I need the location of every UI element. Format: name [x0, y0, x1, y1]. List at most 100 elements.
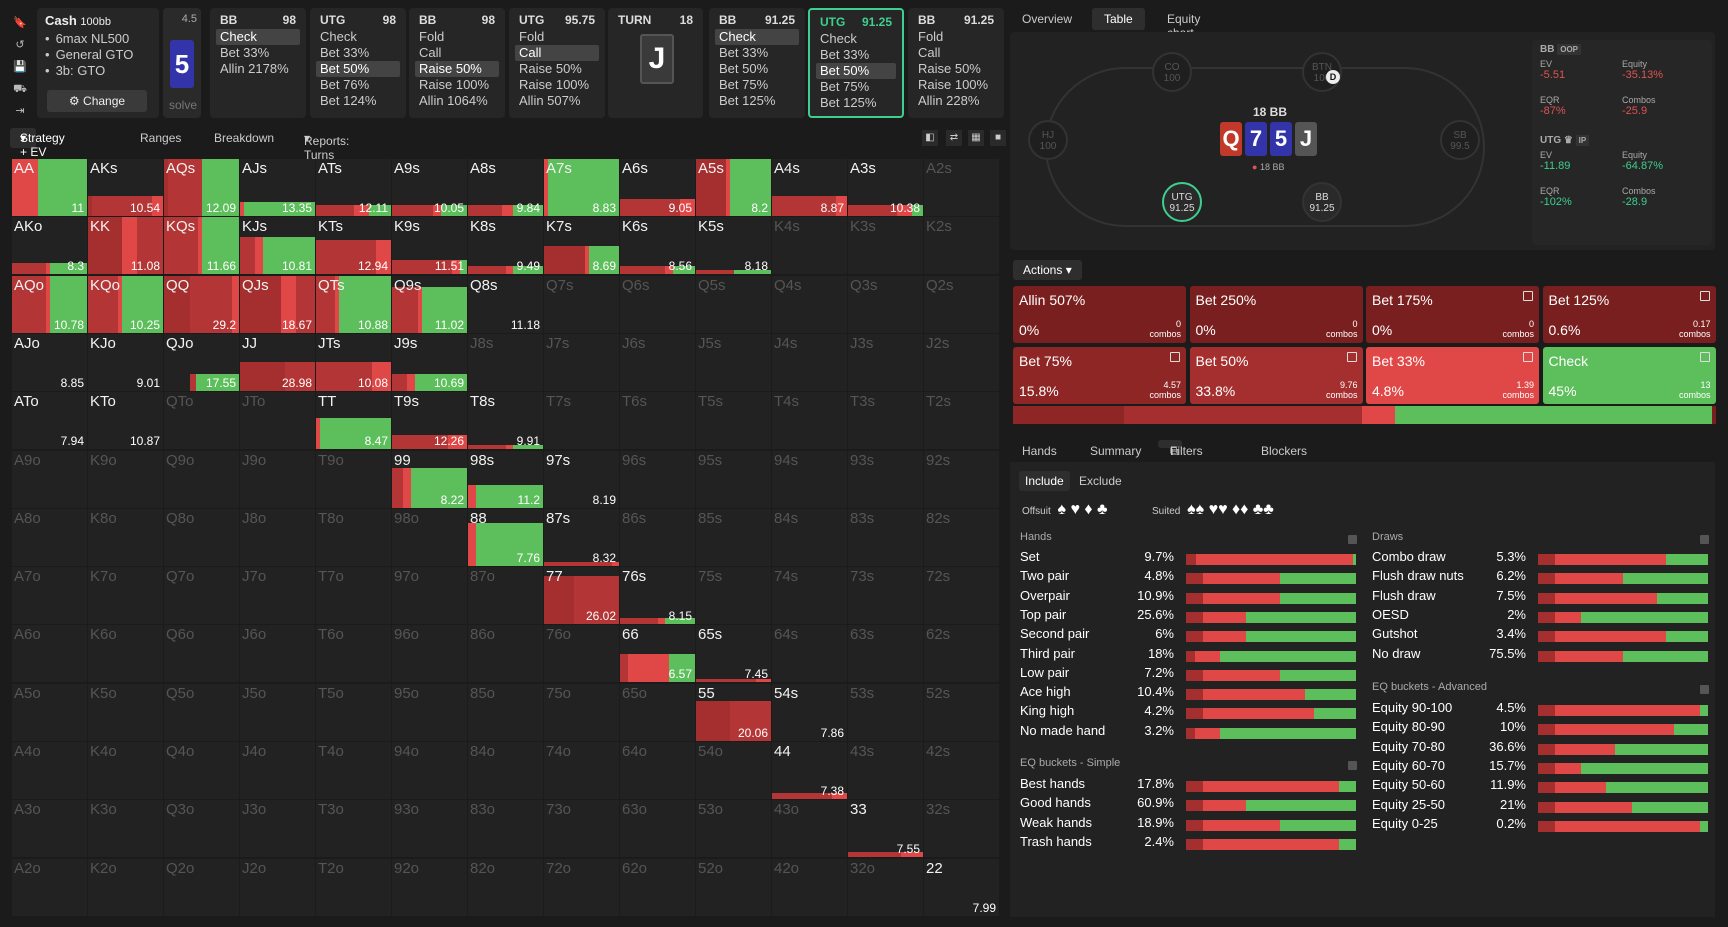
- action-option[interactable]: Bet 33%: [220, 45, 270, 60]
- hand-cell[interactable]: K3s: [848, 217, 923, 275]
- split-icon[interactable]: ⇥: [15, 105, 25, 117]
- action-option[interactable]: Bet 125%: [820, 95, 877, 110]
- seat-bb[interactable]: BB 91.25: [1302, 182, 1342, 222]
- action-card[interactable]: Check 45% 13 combos: [1542, 347, 1716, 404]
- filter-row[interactable]: OESD 2%: [1372, 607, 1712, 626]
- filter-row[interactable]: Top pair 25.6%: [1020, 607, 1360, 626]
- hand-cell[interactable]: K5s 8.18: [696, 217, 771, 275]
- hand-cell[interactable]: T5s: [696, 392, 771, 450]
- hand-cell[interactable]: J5o: [240, 683, 315, 741]
- hand-cell[interactable]: J9s 10.69: [392, 333, 467, 391]
- hand-cell[interactable]: Q4s: [772, 275, 847, 333]
- hand-cell[interactable]: Q4o: [164, 742, 239, 799]
- action-option[interactable]: Allin 228%: [918, 93, 980, 108]
- hand-cell[interactable]: K2s: [924, 217, 999, 275]
- hand-cell[interactable]: Q3o: [164, 800, 239, 858]
- hand-cell[interactable]: 76s 8.15: [620, 567, 695, 625]
- hand-cell[interactable]: A5s 8.2: [696, 159, 771, 216]
- action-option[interactable]: Check: [216, 29, 300, 45]
- hand-cell[interactable]: AQs 12.09: [164, 159, 239, 216]
- hand-cell[interactable]: Q5s: [696, 275, 771, 333]
- action-option[interactable]: Check: [820, 31, 857, 46]
- hand-cell[interactable]: QTs 10.88: [316, 275, 391, 333]
- hand-cell[interactable]: 62o: [620, 858, 695, 916]
- action-card[interactable]: Bet 50% 33.8% 9.76 combos: [1189, 347, 1363, 404]
- action-card[interactable]: Bet 75% 15.8% 4.57 combos: [1013, 347, 1186, 404]
- history-icon[interactable]: ↺: [15, 39, 25, 51]
- hand-cell[interactable]: T4s: [772, 392, 847, 450]
- filter-row[interactable]: Equity 60-70 15.7%: [1372, 758, 1712, 777]
- solve-card[interactable]: 4.5 5 solve: [163, 8, 201, 118]
- filter-row[interactable]: No draw 75.5%: [1372, 646, 1712, 665]
- details-icon[interactable]: [1699, 291, 1710, 301]
- hand-cell[interactable]: A9s 10.05: [392, 159, 467, 216]
- hand-cell[interactable]: 85o: [468, 683, 543, 741]
- hand-cell[interactable]: 97s 8.19: [544, 450, 619, 508]
- hand-cell[interactable]: 65s 7.45: [696, 625, 771, 683]
- hand-cell[interactable]: 75o: [544, 683, 619, 741]
- game-icon[interactable]: ⛟: [13, 83, 27, 95]
- hand-cell[interactable]: 86s: [620, 508, 695, 566]
- hand-cell[interactable]: 84o: [468, 742, 543, 799]
- hand-cell[interactable]: 83s: [848, 508, 923, 566]
- hand-cell[interactable]: 73o: [544, 800, 619, 858]
- action-card-bb[interactable]: BB 91.25 Fold Call Raise 50% Raise 100% Allin …: [908, 8, 1004, 118]
- hand-cell[interactable]: KK 11.08: [88, 217, 163, 275]
- filter-row[interactable]: Third pair 18%: [1020, 646, 1360, 665]
- hand-cell[interactable]: 43s: [848, 742, 923, 799]
- hand-cell[interactable]: T5o: [316, 683, 391, 741]
- hand-cell[interactable]: Q9s 11.02: [392, 275, 467, 333]
- action-option[interactable]: Bet 50%: [816, 63, 896, 79]
- hand-cell[interactable]: AJo 8.85: [12, 333, 87, 391]
- hand-cell[interactable]: J6s: [620, 333, 695, 391]
- hand-cell[interactable]: 72o: [544, 858, 619, 916]
- action-option[interactable]: Fold: [419, 29, 445, 44]
- filter-row[interactable]: Equity 25-50 21%: [1372, 797, 1712, 816]
- seat-hj[interactable]: HJ 100: [1028, 120, 1068, 160]
- tab-summary[interactable]: Summary: [1090, 444, 1142, 458]
- action-option[interactable]: Allin 2178%: [220, 61, 289, 76]
- hand-cell[interactable]: 84s: [772, 508, 847, 566]
- hand-cell[interactable]: 82s: [924, 508, 999, 566]
- hand-cell[interactable]: T9o: [316, 450, 391, 508]
- hand-cell[interactable]: 32s: [924, 800, 999, 858]
- hand-cell[interactable]: 96s: [620, 450, 695, 508]
- view-mode-1-icon[interactable]: ◧: [922, 130, 938, 146]
- hand-cell[interactable]: 54s 7.86: [772, 683, 847, 741]
- filter-row[interactable]: Equity 80-90 10%: [1372, 719, 1712, 738]
- hand-cell[interactable]: T4o: [316, 742, 391, 799]
- hand-cell[interactable]: 83o: [468, 800, 543, 858]
- filter-row[interactable]: Second pair 6%: [1020, 626, 1360, 645]
- action-card-bb[interactable]: BB 98 Fold Call Raise 50% Raise 100% Allin 106…: [409, 8, 505, 118]
- tab-hands[interactable]: Hands: [1022, 444, 1057, 458]
- hand-cell[interactable]: K2o: [88, 858, 163, 916]
- hand-cell[interactable]: 32o: [848, 858, 923, 916]
- hand-cell[interactable]: QQ 29.2: [164, 275, 239, 333]
- action-option[interactable]: Bet 33%: [820, 47, 870, 62]
- hand-cell[interactable]: 95o: [392, 683, 467, 741]
- details-icon[interactable]: [1699, 352, 1710, 362]
- hand-cell[interactable]: T3o: [316, 800, 391, 858]
- hand-cell[interactable]: T9s 12.26: [392, 392, 467, 450]
- bookmark-icon[interactable]: 🔖: [13, 17, 27, 29]
- hand-cell[interactable]: 97o: [392, 567, 467, 625]
- action-option[interactable]: Bet 75%: [820, 79, 870, 94]
- hand-cell[interactable]: 99 8.22: [392, 450, 467, 508]
- filter-row[interactable]: Trash hands 2.4%: [1020, 834, 1360, 853]
- hand-cell[interactable]: J8o: [240, 508, 315, 566]
- hand-cell[interactable]: AA 11: [12, 159, 87, 216]
- filter-row[interactable]: Equity 0-25 0.2%: [1372, 816, 1712, 835]
- hand-cell[interactable]: K8s 9.49: [468, 217, 543, 275]
- filter-row[interactable]: King high 4.2%: [1020, 703, 1360, 722]
- filter-row[interactable]: Overpair 10.9%: [1020, 588, 1360, 607]
- hand-cell[interactable]: J7o: [240, 567, 315, 625]
- filter-row[interactable]: Combo draw 5.3%: [1372, 549, 1712, 568]
- hand-cell[interactable]: 53o: [696, 800, 771, 858]
- strategy-ev-tab[interactable]: Strategy + EV ▾: [10, 128, 65, 159]
- filter-row[interactable]: Gutshot 3.4%: [1372, 626, 1712, 645]
- filter-row[interactable]: Equity 70-80 36.6%: [1372, 739, 1712, 758]
- hand-cell[interactable]: 92s: [924, 450, 999, 508]
- action-card[interactable]: Bet 250% 0% 0 combos: [1189, 286, 1363, 343]
- hand-cell[interactable]: A2o: [12, 858, 87, 916]
- filter-row[interactable]: Good hands 60.9%: [1020, 795, 1360, 814]
